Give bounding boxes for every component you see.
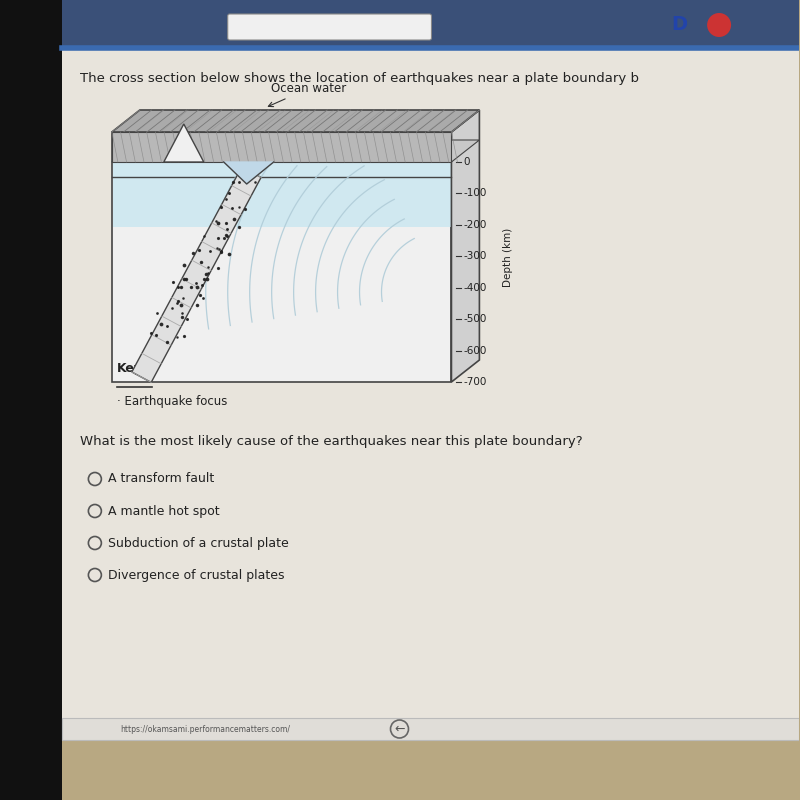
Bar — [62, 718, 799, 740]
Text: -600: -600 — [463, 346, 486, 355]
Bar — [62, 50, 799, 740]
Text: Ocean water: Ocean water — [268, 82, 346, 106]
Text: 0: 0 — [463, 157, 470, 167]
Polygon shape — [112, 140, 479, 162]
Text: Divergence of crustal plates: Divergence of crustal plates — [108, 569, 284, 582]
Text: -200: -200 — [463, 220, 486, 230]
Text: A transform fault: A transform fault — [108, 473, 214, 486]
Text: -500: -500 — [463, 314, 486, 324]
Text: Subduction of a crustal plate: Subduction of a crustal plate — [108, 537, 289, 550]
Circle shape — [707, 13, 731, 37]
Text: ←: ← — [394, 722, 405, 735]
Text: https://okamsami.performancematters.com/: https://okamsami.performancematters.com/ — [120, 725, 290, 734]
Text: -700: -700 — [463, 377, 486, 387]
Polygon shape — [224, 162, 274, 184]
Text: -300: -300 — [463, 251, 486, 262]
Text: What is the most likely cause of the earthquakes near this plate boundary?: What is the most likely cause of the ear… — [80, 435, 582, 448]
Text: A mantle hot spot: A mantle hot spot — [108, 505, 219, 518]
FancyBboxPatch shape — [228, 14, 431, 40]
Text: · Earthquake focus: · Earthquake focus — [117, 395, 227, 408]
Polygon shape — [164, 124, 204, 162]
Text: Key: Key — [117, 362, 143, 375]
Bar — [62, 0, 799, 48]
Text: The cross section below shows the location of earthquakes near a plate boundary : The cross section below shows the locati… — [80, 72, 639, 85]
Text: -400: -400 — [463, 282, 486, 293]
Text: -100: -100 — [463, 189, 486, 198]
Bar — [112, 132, 451, 382]
Bar — [0, 0, 62, 800]
Polygon shape — [112, 110, 479, 132]
Text: Depth (km): Depth (km) — [503, 227, 514, 286]
Polygon shape — [132, 167, 261, 382]
Polygon shape — [451, 110, 479, 382]
Text: D: D — [671, 15, 687, 34]
Bar — [112, 132, 451, 162]
Bar — [113, 162, 451, 227]
